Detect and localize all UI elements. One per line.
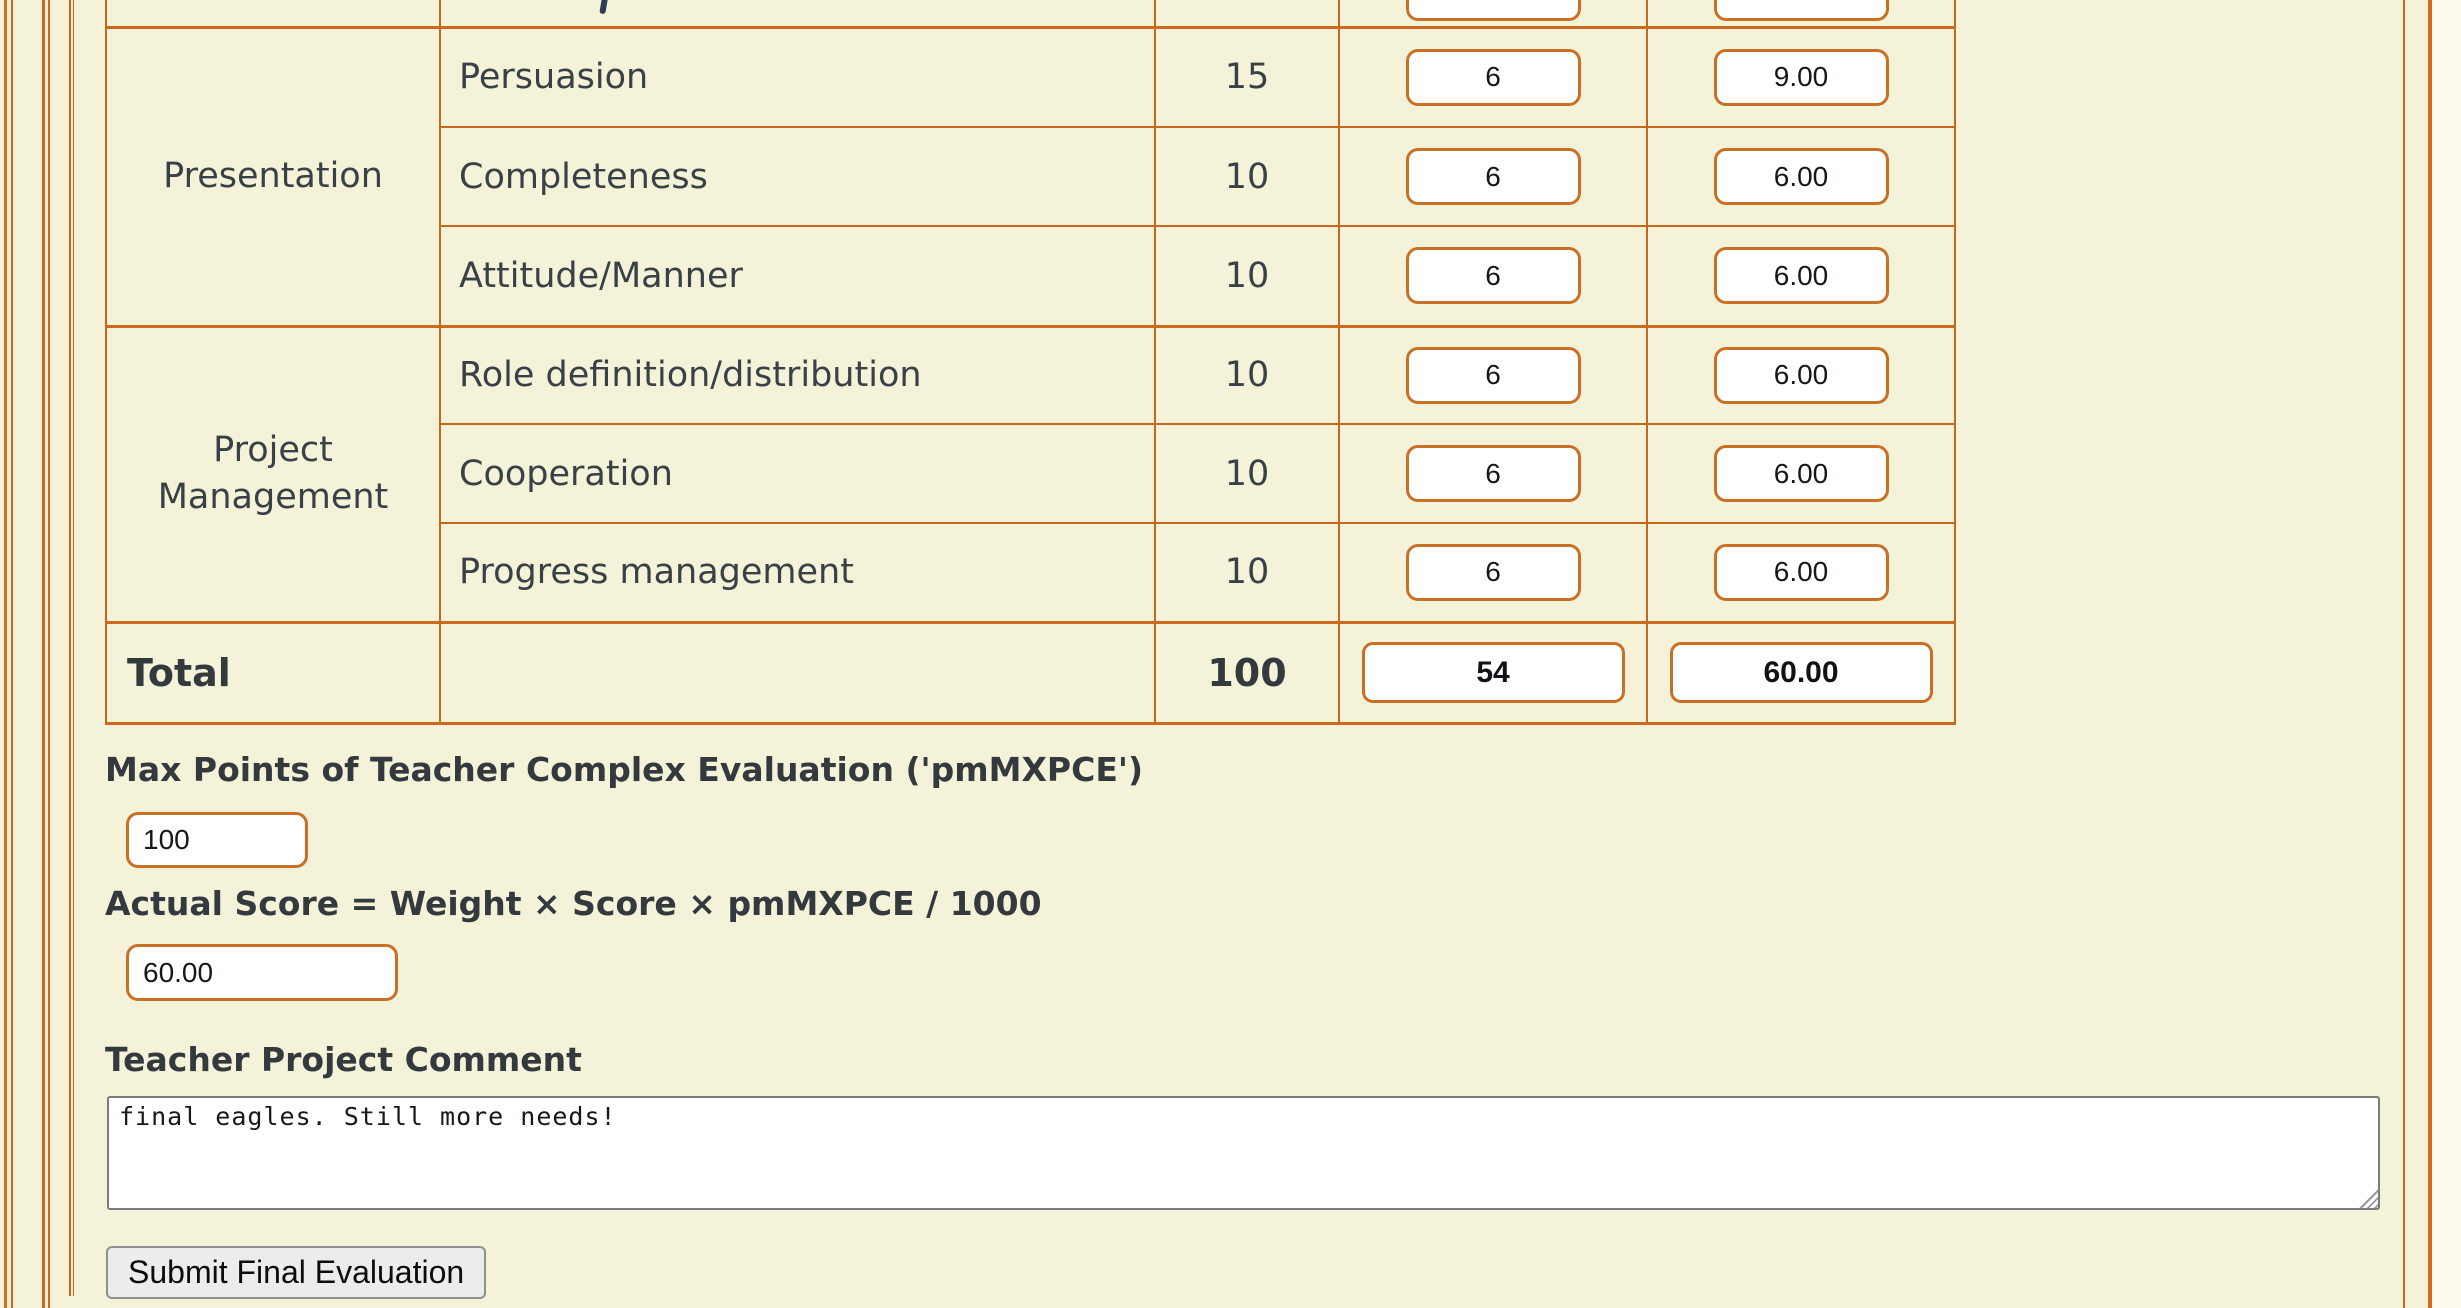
actual-cell (1646, 522, 1956, 623)
total-score-input[interactable] (1361, 642, 1625, 703)
table-row: Attitude/Manner 10 (106, 225, 1956, 327)
actual-input-clipped[interactable] (1713, 0, 1889, 22)
criterion-cell: Completeness (439, 126, 1156, 227)
table-row-clipped (105, 0, 1956, 29)
total-actual-cell (1646, 620, 1956, 725)
score-input[interactable] (1405, 346, 1581, 404)
criterion-cell: Persuasion (439, 26, 1156, 128)
criterion-cell: Cooperation (439, 423, 1156, 524)
table-row: Presentation Persuasion 15 (105, 26, 1956, 327)
frame-border-inner-right (2403, 0, 2405, 1308)
submit-final-evaluation-button[interactable]: Submit Final Evaluation (106, 1246, 487, 1299)
max-points-input[interactable] (126, 812, 308, 868)
actual-score-input[interactable] (126, 944, 398, 1001)
total-actual-input[interactable] (1669, 642, 1933, 703)
total-weight-cell: 100 (1154, 620, 1340, 725)
weight-cell: 10 (1154, 423, 1340, 524)
actual-score-formula-label: Actual Score = Weight × Score × pmMXPCE … (105, 884, 1042, 923)
weight-cell: 10 (1154, 324, 1340, 425)
score-cell (1338, 423, 1648, 524)
category-cell: Project Management (105, 324, 441, 623)
score-input[interactable] (1405, 247, 1581, 305)
weight-cell: 10 (1154, 225, 1340, 327)
frame-border-outer-right (2428, 0, 2432, 1308)
criterion-cell: Attitude/Manner (439, 225, 1156, 327)
table-row: Project Management Role definition/distr… (105, 324, 1956, 623)
clipped-text-fragment (599, 0, 609, 15)
score-input[interactable] (1405, 148, 1581, 205)
score-input-clipped[interactable] (1405, 0, 1581, 22)
criterion-cell: Progress management (439, 522, 1156, 623)
actual-cell (1646, 225, 1956, 327)
actual-cell-clipped (1646, 0, 1956, 29)
weight-cell: 10 (1154, 522, 1340, 623)
score-cell (1338, 126, 1648, 227)
table-row: Completeness 10 (106, 126, 1956, 227)
teacher-comment-label: Teacher Project Comment (105, 1040, 582, 1079)
frame-border-left-2 (42, 0, 45, 1308)
category-cell-clipped (105, 0, 441, 29)
actual-input[interactable] (1713, 346, 1889, 404)
score-cell (1338, 26, 1648, 128)
actual-input[interactable] (1713, 48, 1889, 106)
teacher-comment-textarea[interactable]: final eagles. Still more needs! (107, 1096, 2380, 1210)
table-row: Cooperation 10 (106, 423, 1956, 524)
actual-cell (1646, 26, 1956, 128)
score-input[interactable] (1405, 445, 1581, 502)
total-empty-cell (439, 620, 1156, 725)
frame-border-left-5 (73, 0, 74, 1296)
category-cell: Presentation (105, 26, 441, 327)
actual-input[interactable] (1713, 247, 1889, 305)
score-cell (1338, 522, 1648, 623)
table-total-row: Total 100 (105, 620, 1956, 725)
actual-cell (1646, 126, 1956, 227)
max-points-label: Max Points of Teacher Complex Evaluation… (105, 750, 1144, 789)
frame-border-inner-left (11, 0, 13, 1308)
actual-cell (1646, 423, 1956, 524)
actual-input[interactable] (1713, 445, 1889, 502)
criterion-cell: Role definition/distribution (439, 324, 1156, 425)
frame-border-left-4 (69, 0, 71, 1296)
weight-cell: 15 (1154, 26, 1340, 128)
criterion-cell-clipped (439, 0, 1156, 29)
actual-cell (1646, 324, 1956, 425)
score-cell-clipped (1338, 0, 1648, 29)
weight-cell: 10 (1154, 126, 1340, 227)
frame-border-outer-left (4, 0, 7, 1308)
total-label-cell: Total (105, 620, 441, 725)
total-score-cell (1338, 620, 1648, 725)
actual-input[interactable] (1713, 543, 1889, 601)
score-input[interactable] (1405, 48, 1581, 106)
actual-input[interactable] (1713, 148, 1889, 205)
frame-border-left-3 (48, 0, 50, 1308)
score-input[interactable] (1405, 543, 1581, 601)
score-cell (1338, 225, 1648, 327)
evaluation-table: Presentation Persuasion 15 Completeness … (105, 0, 1956, 725)
weight-cell-clipped (1154, 0, 1340, 29)
score-cell (1338, 324, 1648, 425)
table-row: Progress management 10 (106, 522, 1956, 623)
